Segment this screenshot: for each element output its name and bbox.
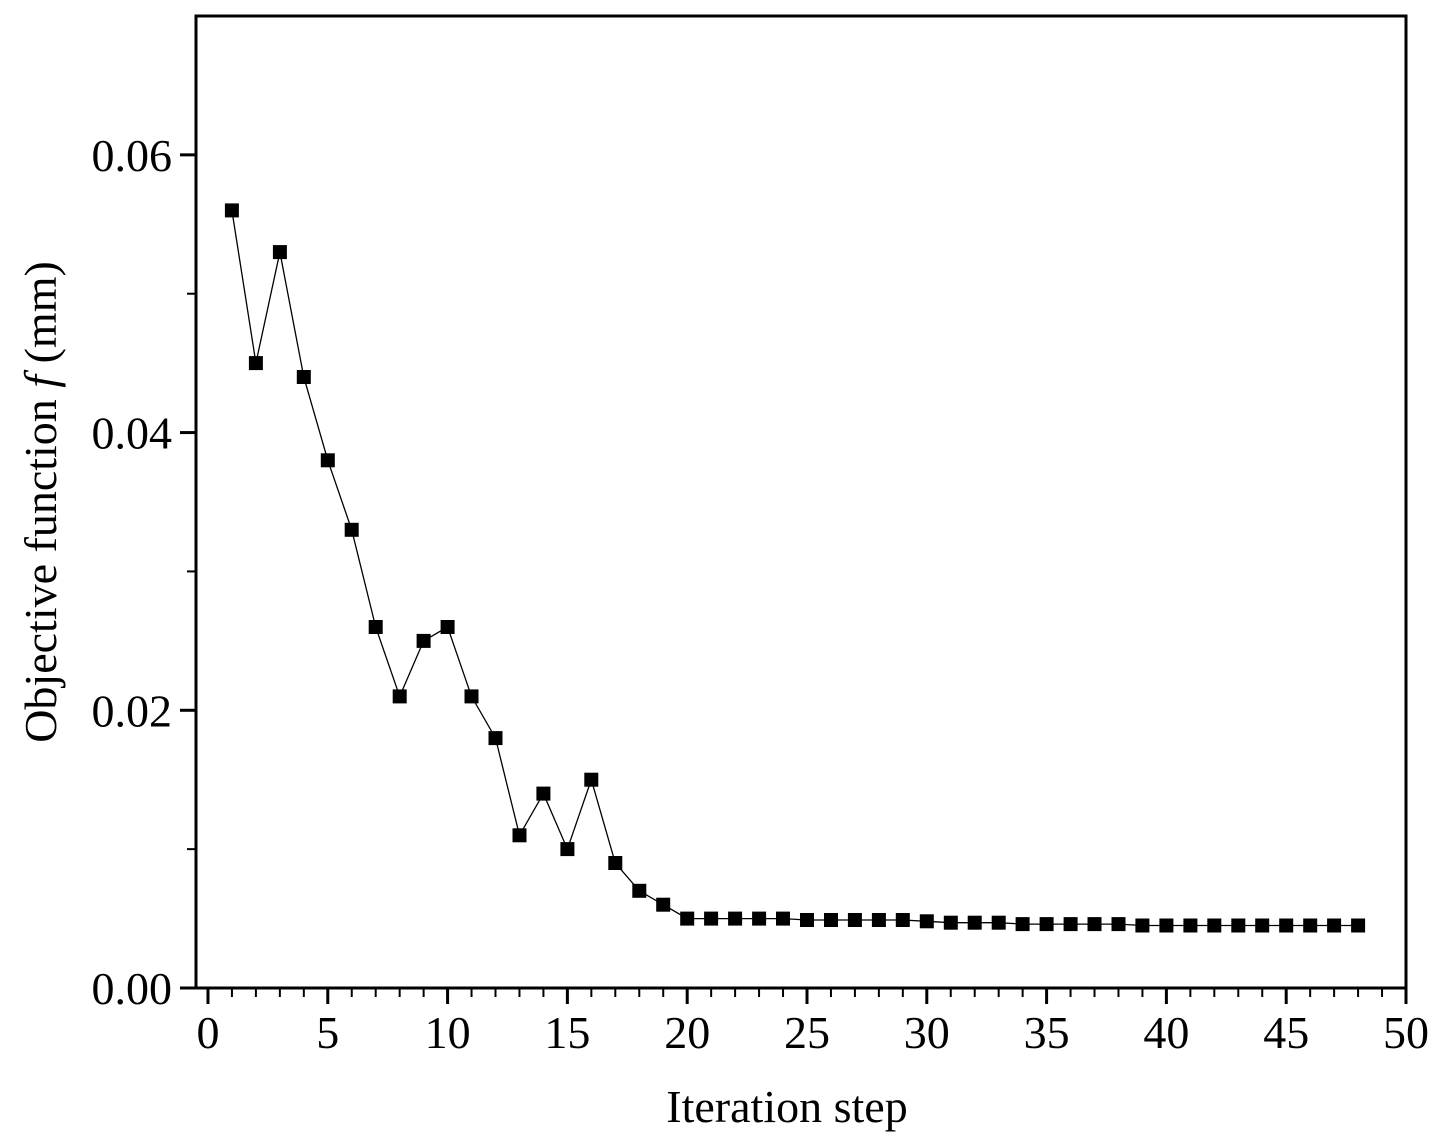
data-point [1255,918,1270,933]
y-tick-label: 0.06 [92,130,173,181]
data-point [776,911,790,926]
data-point [1135,918,1150,933]
data-point [344,522,359,537]
data-point [608,856,623,870]
data-point [1351,918,1366,933]
data-point [728,911,743,926]
y-tick-label: 0.04 [92,408,173,459]
y-axis: 0.00 0.02 0.04 0.06 [92,130,196,1014]
x-tick-label: 15 [544,1007,590,1058]
y-axis-title: Objective function f (mm) [15,261,66,743]
data-point [1231,918,1246,933]
x-tick-label: 45 [1263,1007,1309,1058]
data-point [680,911,695,926]
y-tick-label: 0.00 [92,963,173,1014]
data-point [919,914,934,929]
x-tick-label: 25 [784,1007,830,1058]
data-point [943,915,958,930]
y-tick-label: 0.02 [92,685,173,736]
data-point [1303,918,1318,933]
data-point [847,913,862,927]
data-point [967,915,982,930]
data-point [752,911,767,926]
x-axis: 0 5 10 15 20 25 30 35 40 45 50 [196,988,1429,1058]
data-point [296,370,311,384]
data-point [1039,917,1054,932]
data-point [895,913,910,927]
data-point [464,689,479,704]
x-tick-label: 0 [196,1007,219,1058]
data-point [1279,918,1294,933]
x-tick-label: 35 [1024,1007,1070,1058]
data-point [800,913,814,927]
data-point [632,883,647,898]
y-axis-title-prefix: Objective function [15,388,66,743]
data-point [991,915,1006,930]
data-point [1183,918,1198,933]
y-axis-title-suffix: (mm) [15,261,66,375]
data-point [1087,917,1102,932]
data-point [248,356,263,371]
data-point [704,911,719,926]
data-point [392,689,407,704]
data-point [416,633,431,648]
data-point [536,786,551,801]
data-point [1063,917,1078,932]
x-axis-title: Iteration step [666,1081,907,1132]
data-point [1327,918,1342,933]
series-line [231,210,1359,927]
data-point [1159,918,1174,933]
data-point [1015,917,1030,932]
plot-frame [194,14,1408,990]
data-point [871,913,886,927]
x-tick-label: 30 [904,1007,950,1058]
x-tick-label: 5 [316,1007,339,1058]
x-tick-label: 20 [664,1007,710,1058]
data-point [272,245,287,260]
data-point [1207,918,1222,933]
data-point [512,828,527,843]
data-point [656,897,671,912]
data-point [224,203,239,218]
series-markers [224,203,1366,933]
x-tick-label: 10 [425,1007,471,1058]
data-point [560,842,575,857]
data-point [584,772,599,787]
data-point [368,620,383,634]
data-point [824,913,838,927]
data-point [440,620,455,634]
x-tick-label: 50 [1383,1007,1429,1058]
x-tick-label: 40 [1143,1007,1189,1058]
data-point [488,731,503,746]
data-point [320,453,335,468]
data-point [1111,917,1126,932]
